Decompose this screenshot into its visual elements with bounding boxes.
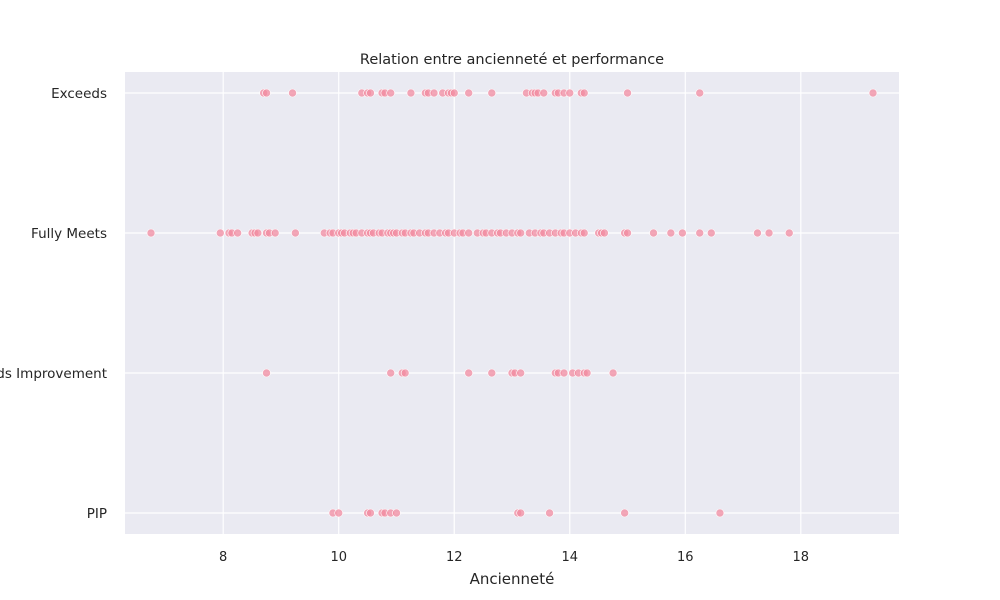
y-tick-label: Exceeds <box>51 86 107 102</box>
data-point <box>449 88 459 98</box>
data-point <box>386 88 396 98</box>
x-axis-label: Ancienneté <box>470 570 555 588</box>
data-point <box>464 368 473 378</box>
plot-area <box>125 72 899 534</box>
data-point <box>233 228 242 238</box>
x-tick-labels: 8 10 12 14 16 18 <box>219 550 809 565</box>
x-tick-label: 8 <box>219 550 227 565</box>
data-point <box>262 88 271 98</box>
data-point <box>582 368 592 378</box>
data-point <box>288 88 297 98</box>
data-point <box>695 228 705 238</box>
data-point <box>487 88 497 98</box>
data-point <box>579 228 589 238</box>
data-point <box>753 228 762 238</box>
y-tick-label: PIP <box>87 506 107 522</box>
data-point <box>715 508 725 518</box>
data-point <box>429 88 439 98</box>
x-tick-label: 16 <box>677 550 694 565</box>
data-point <box>579 88 589 98</box>
data-point <box>784 228 794 238</box>
data-point <box>464 228 473 238</box>
data-point <box>146 228 156 238</box>
data-point <box>516 228 525 238</box>
data-point <box>334 508 344 518</box>
data-point <box>386 368 396 378</box>
data-point <box>464 88 473 98</box>
data-point <box>565 88 575 98</box>
data-point <box>600 228 609 238</box>
data-point <box>406 88 416 98</box>
data-point <box>487 368 497 378</box>
y-tick-label: Fully Meets <box>31 226 107 242</box>
x-tick-label: 18 <box>793 550 810 565</box>
data-point <box>649 228 658 238</box>
data-point <box>400 368 410 378</box>
data-point <box>216 228 225 238</box>
data-point <box>678 228 687 238</box>
data-point <box>666 228 676 238</box>
data-point <box>291 228 300 238</box>
data-point <box>706 228 716 238</box>
data-point <box>366 88 375 98</box>
data-point <box>623 228 632 238</box>
data-point <box>253 228 263 238</box>
data-point <box>868 88 878 98</box>
data-points <box>146 88 878 518</box>
data-point <box>516 508 525 518</box>
data-point <box>539 88 549 98</box>
data-point <box>270 228 280 238</box>
data-point <box>623 88 632 98</box>
y-tick-label: Needs Improvement <box>0 366 107 382</box>
data-point <box>559 368 569 378</box>
chart-title: Relation entre ancienneté et performance <box>360 52 664 68</box>
x-tick-label: 14 <box>561 550 578 565</box>
data-point <box>366 508 375 518</box>
data-point <box>392 508 401 518</box>
data-point <box>516 368 525 378</box>
data-point <box>545 508 554 518</box>
data-point <box>695 88 705 98</box>
x-tick-label: 10 <box>330 550 347 565</box>
x-tick-label: 12 <box>446 550 463 565</box>
data-point <box>764 228 774 238</box>
data-point <box>620 508 629 518</box>
y-tick-labels: Exceeds Fully Meets Needs Improvement PIP <box>0 86 107 522</box>
data-point <box>262 368 271 378</box>
data-point <box>608 368 618 378</box>
